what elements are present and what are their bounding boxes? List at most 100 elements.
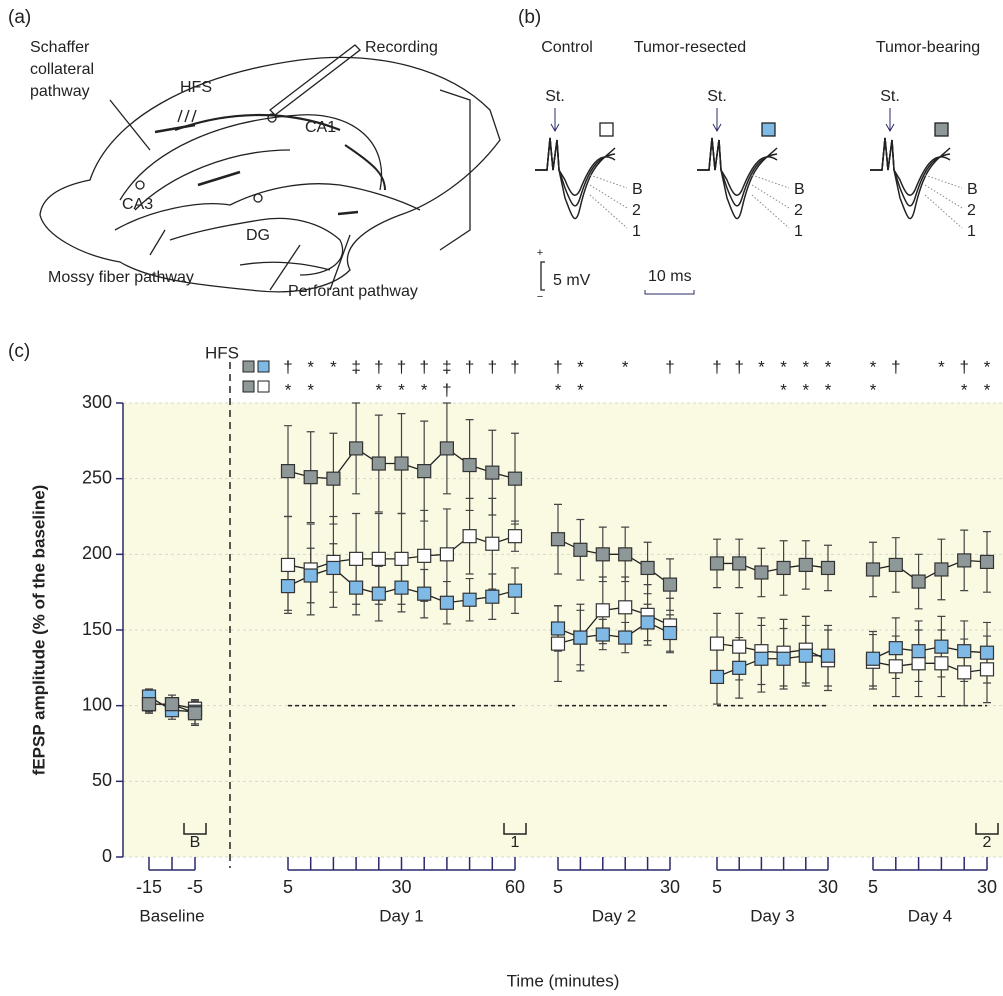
data-point xyxy=(618,600,633,615)
data-point xyxy=(595,603,610,618)
trace-label: B xyxy=(794,181,805,198)
data-point xyxy=(507,471,523,486)
data-point xyxy=(141,697,157,712)
data-point xyxy=(888,557,903,573)
trace-key xyxy=(599,122,614,137)
data-point xyxy=(732,660,747,675)
trace-label: 2 xyxy=(794,202,803,219)
panel-label: (a) xyxy=(8,7,31,28)
trace-title: Tumor-resected xyxy=(634,39,746,56)
significance-mark: * xyxy=(984,357,991,376)
significance-mark: * xyxy=(307,357,314,376)
data-point xyxy=(371,586,386,601)
x-tick-label: -5 xyxy=(187,877,203,897)
significance-mark: * xyxy=(622,357,629,376)
data-point xyxy=(709,636,725,651)
diagram-label: Recording xyxy=(365,39,438,56)
significance-mark: * xyxy=(758,357,765,376)
group-label: Day 3 xyxy=(750,906,794,925)
data-point xyxy=(439,547,454,562)
data-point xyxy=(618,547,633,562)
y-axis-label: fEPSP amplitude (% of the baseline) xyxy=(29,485,48,776)
significance-mark: * xyxy=(330,357,337,376)
significance-key xyxy=(257,380,270,393)
significance-mark: * xyxy=(870,357,877,376)
group-label: Day 4 xyxy=(908,906,952,925)
scale-sign: − xyxy=(537,291,543,303)
scale-bar-y xyxy=(540,261,545,291)
trace-key xyxy=(761,122,776,137)
data-point xyxy=(618,630,633,645)
data-point xyxy=(303,470,318,485)
significance-mark: † xyxy=(397,357,406,376)
significance-key xyxy=(242,380,255,393)
data-point xyxy=(394,580,409,595)
significance-mark: * xyxy=(285,380,292,399)
trace xyxy=(697,137,778,220)
significance-mark: † xyxy=(283,357,292,376)
data-point xyxy=(349,441,364,456)
data-point xyxy=(326,560,341,576)
leader xyxy=(589,174,628,189)
data-point xyxy=(888,641,903,656)
significance-mark: † xyxy=(665,357,674,376)
significance-mark: † xyxy=(734,357,743,376)
data-point xyxy=(573,542,588,557)
data-point xyxy=(164,697,180,712)
significance-mark: † xyxy=(959,357,968,376)
stim-label: St. xyxy=(880,88,900,105)
significance-mark: * xyxy=(577,380,584,399)
data-point xyxy=(371,456,386,471)
data-point xyxy=(957,644,972,659)
data-point xyxy=(462,457,477,473)
data-point xyxy=(326,471,341,486)
data-point xyxy=(394,551,409,566)
trace-label: 2 xyxy=(632,202,641,219)
trace-label: 2 xyxy=(967,202,976,219)
x-tick-label: -15 xyxy=(136,877,162,897)
diagram-label: CA1 xyxy=(305,119,336,136)
trace-panels: Control St. B 2 1 Tumor-resected St. B 2 1 Tumor-b… xyxy=(535,39,980,240)
stim-arrow xyxy=(550,108,560,133)
y-tick-label: 50 xyxy=(92,770,112,790)
stim-label: St. xyxy=(545,88,565,105)
significance-mark: * xyxy=(421,380,428,399)
data-point xyxy=(732,639,747,654)
data-point xyxy=(979,554,995,570)
panel-label: (b) xyxy=(518,7,541,28)
data-point xyxy=(957,553,972,568)
data-point xyxy=(595,627,610,642)
data-point xyxy=(662,577,678,592)
significance-mark: * xyxy=(555,380,562,399)
sample-label: 1 xyxy=(511,834,520,851)
trace-title: Control xyxy=(541,39,593,56)
y-tick-label: 200 xyxy=(82,543,112,563)
significance-mark: * xyxy=(961,380,968,399)
data-point xyxy=(640,615,655,630)
panel-label: (c) xyxy=(8,341,30,362)
x-tick-label: 30 xyxy=(977,877,997,897)
significance-mark: * xyxy=(802,357,809,376)
y-tick-label: 0 xyxy=(102,846,112,866)
significance-mark: † xyxy=(419,357,428,376)
x-tick-label: 30 xyxy=(818,877,838,897)
data-point xyxy=(911,574,926,589)
data-point xyxy=(439,595,454,610)
data-point xyxy=(911,656,926,671)
data-point xyxy=(888,659,903,674)
hippocampus-drawing xyxy=(39,44,501,293)
data-point xyxy=(462,592,477,607)
significance-key xyxy=(242,360,255,373)
sample-label: B xyxy=(190,834,201,851)
diagram-label: pathway xyxy=(30,83,90,100)
data-point xyxy=(709,669,725,685)
significance-mark: † xyxy=(712,357,721,376)
trace xyxy=(870,137,951,220)
significance-key xyxy=(257,360,270,373)
scale-bar-x xyxy=(644,290,695,295)
data-point xyxy=(349,580,364,595)
data-point xyxy=(573,630,588,645)
data-point xyxy=(417,548,432,563)
